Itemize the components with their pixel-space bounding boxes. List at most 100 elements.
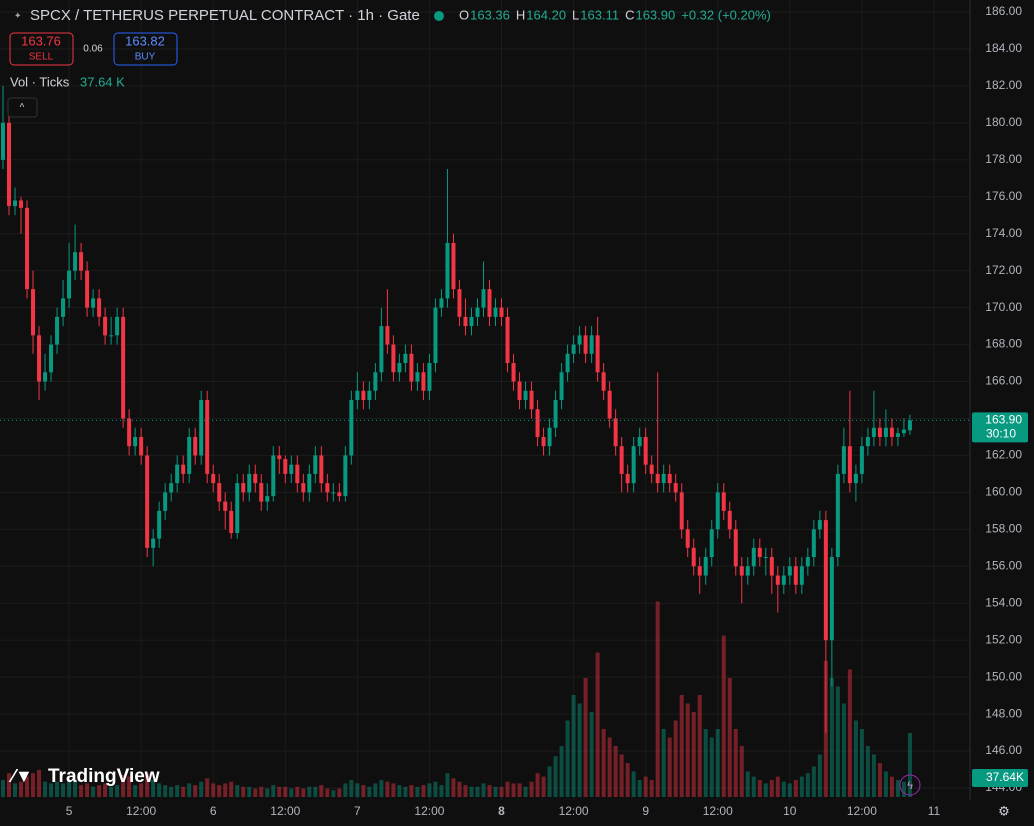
candle-body: [505, 316, 510, 364]
candle-body: [463, 316, 468, 327]
y-tick-label: 156.00: [985, 558, 1022, 572]
volume-bar: [805, 773, 810, 797]
volume-bar: [457, 781, 462, 797]
collapse-button[interactable]: [7, 97, 38, 118]
x-tick-label: 12:00: [270, 804, 300, 818]
volume-bar: [115, 785, 120, 797]
volume-bar: [859, 729, 864, 797]
volume-bar: [475, 786, 480, 797]
buy-label: BUY: [135, 52, 156, 63]
candle-body: [139, 436, 144, 456]
volume-bar: [757, 780, 762, 797]
volume-bar: [487, 785, 492, 797]
volume-bar: [205, 778, 210, 797]
price-tag: [972, 412, 1028, 443]
candle-body: [445, 242, 450, 299]
candle-body: [109, 335, 114, 337]
volume-bar: [745, 771, 750, 797]
candle-body: [823, 520, 828, 641]
volume-bar: [691, 712, 696, 797]
candle-body: [571, 344, 576, 354]
candle-body: [325, 483, 330, 493]
candle-body: [151, 538, 156, 548]
candle-body: [475, 307, 480, 317]
y-tick-label: 154.00: [985, 595, 1022, 609]
volume-bar: [361, 785, 366, 797]
y-tick-label: 152.00: [985, 632, 1022, 646]
candle-body: [259, 483, 264, 502]
candle-body: [163, 492, 168, 511]
candle-body: [781, 575, 786, 585]
candle-body: [535, 409, 540, 437]
candle-body: [547, 427, 552, 447]
volume-bar: [373, 783, 378, 797]
candle-body: [685, 529, 690, 548]
candle-body: [739, 566, 744, 576]
volume-bar: [307, 786, 312, 797]
y-tick-label: 176.00: [985, 189, 1022, 203]
candle-body: [247, 473, 252, 493]
volume-bar: [259, 786, 264, 797]
candle-body: [787, 566, 792, 576]
ohlc-value: 163.36: [470, 7, 510, 22]
ohlc-key: H: [516, 7, 525, 22]
volume-bar: [415, 786, 420, 797]
candle-body: [145, 455, 150, 548]
candle-body: [379, 326, 384, 373]
candle-body: [133, 436, 138, 447]
candle-body: [1, 122, 6, 160]
candle-body: [607, 390, 612, 419]
candle-body: [43, 372, 48, 382]
candle-body: [313, 455, 318, 474]
candle-body: [703, 557, 708, 576]
volume-bar: [157, 783, 162, 797]
candle-body: [829, 557, 834, 641]
candle-body: [115, 316, 120, 336]
candle-body: [565, 353, 570, 373]
candle-body: [277, 455, 282, 460]
y-tick-label: 174.00: [985, 226, 1022, 240]
volume-bar: [907, 733, 912, 797]
y-tick-label: 166.00: [985, 374, 1022, 388]
lightning-button[interactable]: [899, 774, 921, 796]
candle-body: [733, 529, 738, 567]
y-tick-label: 186.00: [985, 4, 1022, 18]
buy-button[interactable]: [113, 32, 178, 66]
candle-body: [55, 316, 60, 345]
candle-body: [907, 420, 912, 431]
candle-body: [643, 436, 648, 465]
candle-body: [721, 492, 726, 511]
candle-body: [253, 473, 258, 484]
logo-icon: ✦: [14, 10, 22, 20]
volume-bar: [241, 786, 246, 797]
sell-button[interactable]: [9, 32, 74, 66]
x-tick-label: 6: [210, 804, 217, 818]
volume-bar: [895, 780, 900, 797]
volume-bar: [325, 788, 330, 797]
volume-bar: [481, 783, 486, 797]
volume-bar: [199, 781, 204, 797]
volume-bar: [211, 783, 216, 797]
candle-body: [367, 390, 372, 400]
volume-bar: [433, 781, 438, 797]
settings-icon[interactable]: ⚙: [998, 803, 1010, 818]
volume-bar: [685, 703, 690, 797]
volume-bar: [229, 781, 234, 797]
volume-bar: [427, 783, 432, 797]
candle-body: [715, 492, 720, 530]
candle-body: [205, 400, 210, 474]
volume-bar: [145, 773, 150, 797]
candle-body: [427, 363, 432, 391]
candle-body: [181, 464, 186, 474]
candle-body: [751, 547, 756, 567]
candle-body: [451, 242, 456, 290]
candle-body: [649, 464, 654, 474]
buy-price: 163.82: [125, 33, 165, 48]
candle-body: [469, 316, 474, 327]
candle-body: [19, 200, 24, 208]
y-tick-label: 160.00: [985, 485, 1022, 499]
volume-bar: [889, 776, 894, 797]
volume-bar: [217, 785, 222, 797]
volume-bar: [337, 788, 342, 797]
